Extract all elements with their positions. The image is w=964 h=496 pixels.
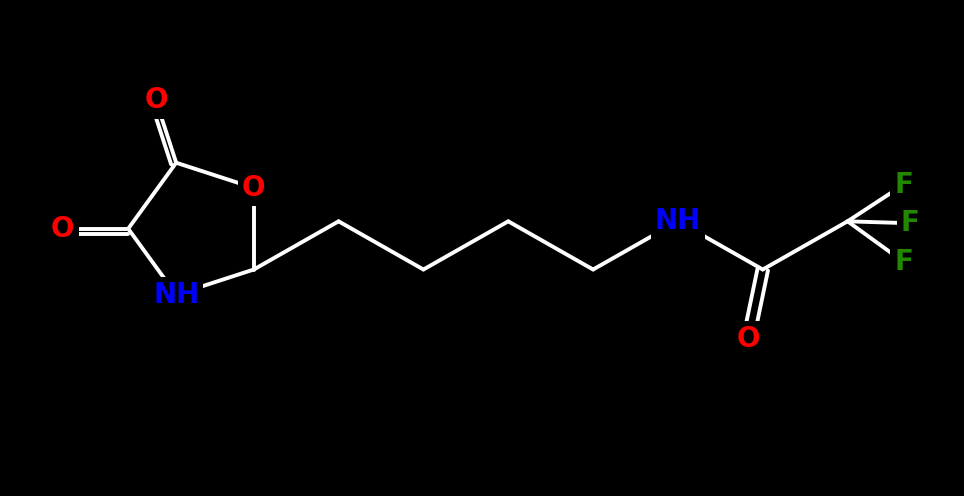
Text: NH: NH: [655, 207, 701, 235]
Text: F: F: [900, 209, 920, 237]
Text: O: O: [145, 86, 168, 115]
Text: F: F: [894, 171, 913, 199]
Text: NH: NH: [153, 281, 200, 309]
Text: O: O: [736, 325, 760, 353]
Text: F: F: [894, 248, 913, 276]
Text: O: O: [51, 215, 74, 243]
Text: O: O: [242, 174, 265, 202]
